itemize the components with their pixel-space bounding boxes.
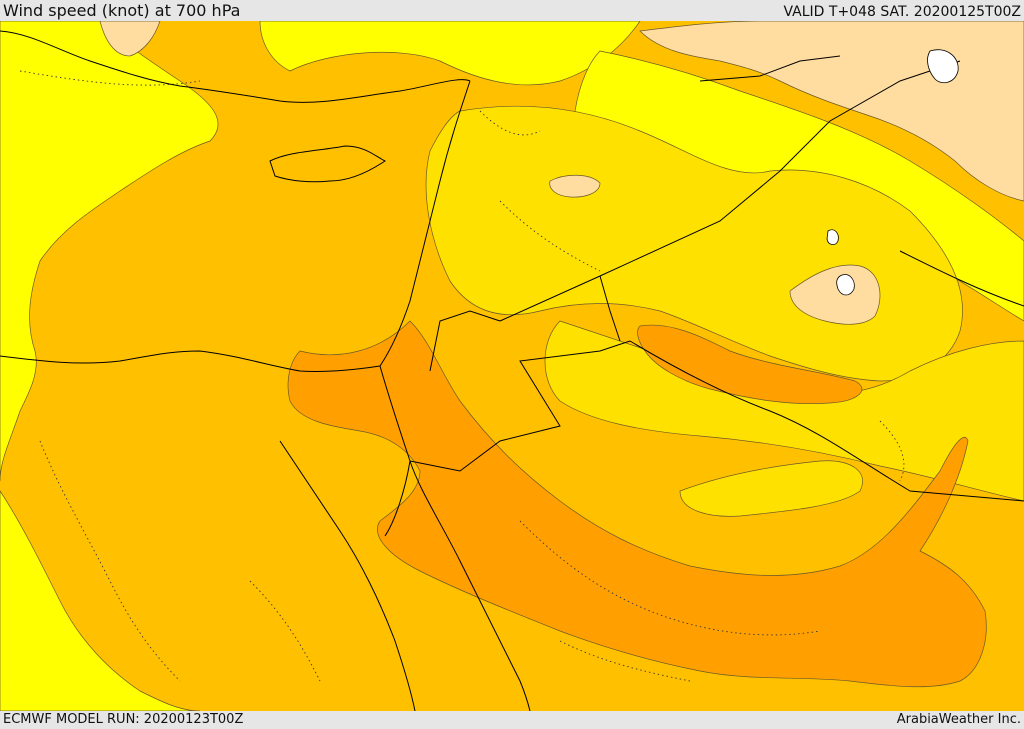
- map-title: Wind speed (knot) at 700 hPa: [3, 1, 241, 20]
- dotted-contours: [19, 70, 905, 682]
- region-high-band: [287, 320, 987, 688]
- country-borders: [0, 30, 1024, 711]
- region-lowest-southwest: [0, 490, 201, 711]
- region-high-ne-streak: [637, 324, 862, 405]
- header-bar: Wind speed (knot) at 700 hPa VALID T+048…: [0, 0, 1024, 21]
- region-low-southeast: [679, 460, 863, 517]
- region-calm-iraq: [789, 264, 881, 325]
- wind-speed-map: [0, 21, 1024, 711]
- model-run-label: ECMWF MODEL RUN: 20200123T00Z: [3, 712, 244, 727]
- region-lowest-west: [0, 21, 219, 482]
- region-calm-central: [549, 174, 601, 198]
- valid-time: VALID T+048 SAT. 20200125T00Z: [783, 4, 1021, 20]
- footer-bar: ECMWF MODEL RUN: 20200123T00Z ArabiaWeat…: [0, 711, 1024, 729]
- region-calm-northwest: [99, 21, 161, 57]
- water-bodies: [826, 49, 959, 296]
- credit-label: ArabiaWeather Inc.: [896, 712, 1021, 727]
